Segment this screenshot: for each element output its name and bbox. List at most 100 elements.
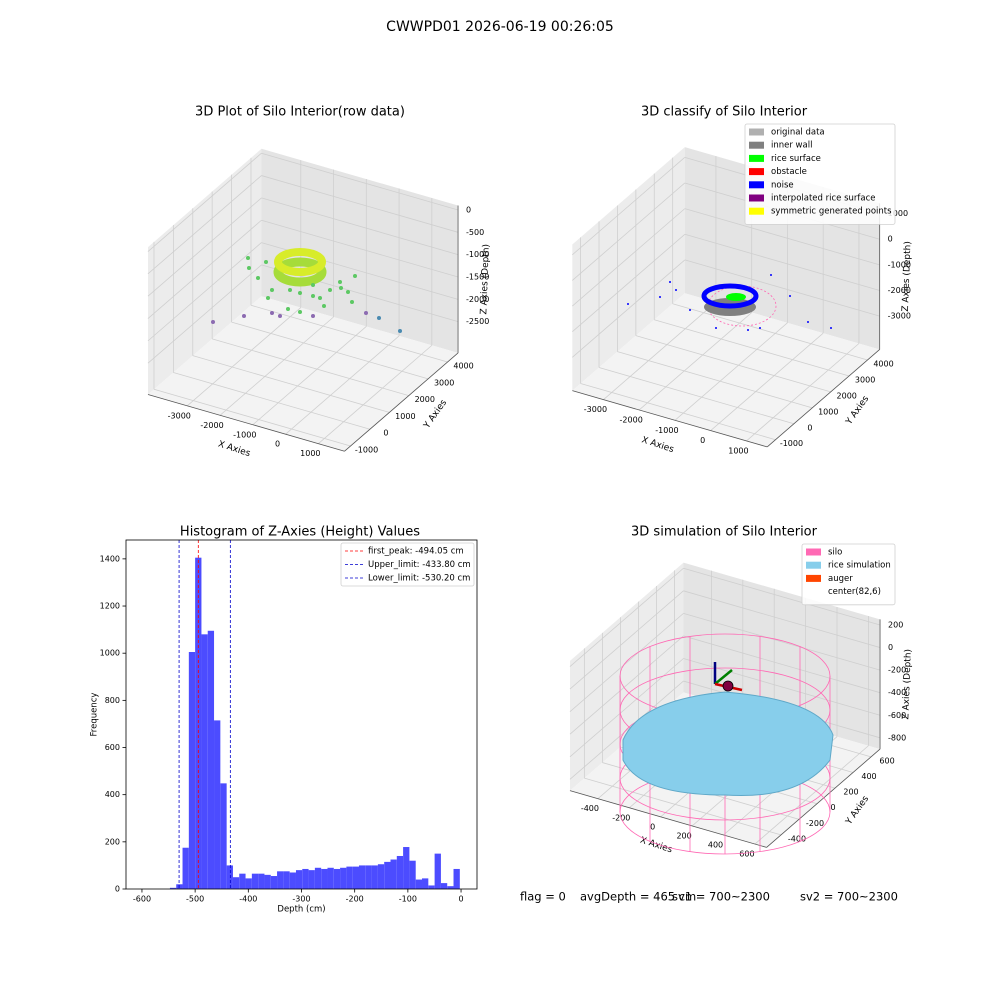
grid-line	[261, 152, 459, 211]
point-cloud	[273, 257, 327, 287]
x-tick-label: -1000	[233, 430, 256, 439]
bar	[289, 872, 296, 889]
x-tick-label: -3000	[168, 411, 191, 420]
grid-line	[261, 175, 459, 233]
bar	[340, 867, 347, 889]
point-cloud	[377, 316, 402, 333]
x-tick-label: -300	[292, 895, 310, 904]
grid-line	[674, 322, 788, 421]
x-tick-label: -2000	[200, 421, 223, 430]
y-tick-label: 0	[115, 885, 120, 894]
z-tick-label: -600	[888, 711, 906, 720]
z-tick-label: -3000	[888, 312, 911, 321]
bar	[453, 868, 460, 889]
x-tick-label: -1000	[655, 426, 678, 435]
legend-label: original data	[771, 128, 825, 138]
y-tick-label: -1000	[355, 446, 378, 455]
axis-line	[766, 748, 881, 848]
y-tick-label: 1400	[100, 554, 120, 563]
grid-line	[572, 182, 686, 281]
z-tick-label: -2000	[466, 295, 489, 304]
bar	[277, 871, 284, 889]
grid-line	[683, 635, 881, 694]
z-tick-label: 0	[888, 235, 893, 244]
bar	[239, 873, 246, 889]
y-tick-label: 600	[879, 756, 894, 765]
grid-line	[572, 208, 686, 307]
z-tick-label: 200	[888, 620, 903, 629]
chart-title: 3D simulation of Silo Interior	[631, 525, 818, 540]
auger	[713, 662, 743, 692]
y-tick-label: 4000	[873, 360, 893, 369]
x-tick-label: 0	[700, 436, 705, 445]
legend-label: first_peak: -494.05 cm	[368, 547, 464, 557]
grid-line	[173, 372, 371, 430]
pane	[148, 296, 458, 452]
y-tick-label: 2000	[837, 391, 857, 400]
grid-line	[746, 343, 860, 442]
legend-swatch	[806, 548, 821, 556]
bar	[434, 853, 441, 889]
x-tick-label: 600	[739, 850, 754, 859]
axis-line	[569, 790, 767, 848]
x-tick-label: -600	[133, 895, 151, 904]
z-tick-label: -1000	[888, 260, 911, 269]
z-tick-label: -500	[466, 228, 484, 237]
grid-line	[147, 219, 262, 319]
bar	[440, 883, 448, 889]
z-tick-label: 0	[466, 205, 471, 214]
legend-label: symmetric generated points	[771, 207, 892, 217]
bar	[358, 865, 366, 889]
y-tick-label: -1000	[780, 439, 803, 448]
bar	[352, 866, 359, 889]
axis-line	[572, 390, 768, 448]
point-cloud	[627, 274, 832, 331]
bar	[346, 866, 353, 889]
grid-line	[572, 233, 686, 332]
status-text: sv2 = 700~2300	[800, 890, 898, 904]
y-tick-label: 1000	[818, 407, 838, 416]
bar	[264, 874, 271, 889]
z-axis-label: Z Axies (Depth)	[479, 244, 491, 315]
y-tick-label: 3000	[434, 378, 454, 387]
grid-line	[252, 326, 367, 426]
bar	[195, 557, 202, 889]
bar	[409, 860, 416, 889]
legend-swatch	[806, 574, 821, 582]
z-tick-label: 1000	[888, 209, 908, 218]
bar	[447, 886, 454, 889]
z-tick-label: -800	[888, 733, 906, 742]
bar	[415, 879, 423, 889]
legend-swatch	[749, 194, 764, 202]
y-tick-label: 2000	[415, 395, 435, 404]
z-tick-label: -1000	[466, 250, 489, 259]
x-tick-label: 0	[458, 895, 463, 904]
grid-line	[569, 590, 684, 690]
legend-box	[801, 543, 896, 606]
grid-line	[683, 612, 881, 671]
grid-line	[212, 338, 409, 397]
legend-box	[744, 123, 896, 225]
y-tick-label: 4000	[453, 362, 473, 371]
y-tick-label: -200	[806, 819, 824, 828]
x-tick-label: -400	[581, 804, 599, 813]
grid-line	[672, 303, 868, 361]
y-tick-label: 0	[807, 423, 812, 432]
bar	[169, 887, 177, 889]
grid-line	[318, 345, 433, 444]
bar	[422, 878, 429, 889]
z-tick-label: -2000	[888, 286, 911, 295]
y-tick-label: 400	[861, 772, 876, 781]
grid-line	[261, 197, 459, 256]
status-text: avgDepth = 465 cm	[580, 890, 696, 904]
grid-line	[285, 335, 400, 435]
grid-line	[683, 567, 881, 626]
grid-line	[569, 680, 684, 780]
pane	[148, 148, 262, 395]
z-tick-label: -2500	[466, 317, 489, 326]
bar	[182, 847, 189, 889]
y-tick-label: 600	[105, 743, 120, 752]
grid-line	[231, 321, 429, 380]
pane	[572, 147, 685, 391]
